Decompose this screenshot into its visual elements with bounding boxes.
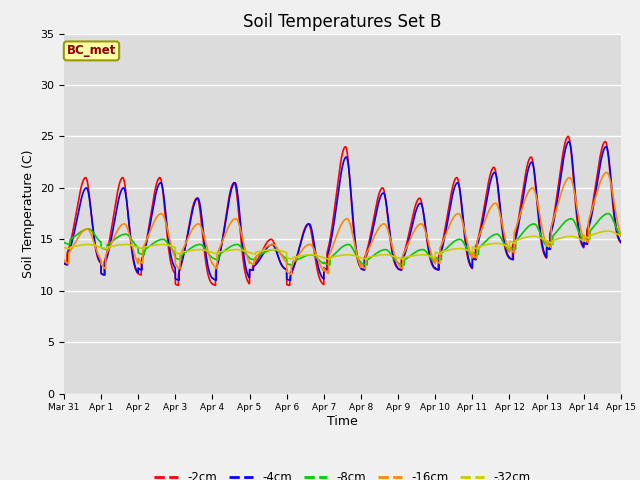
Text: BC_met: BC_met <box>67 44 116 58</box>
Y-axis label: Soil Temperature (C): Soil Temperature (C) <box>22 149 35 278</box>
Legend: -2cm, -4cm, -8cm, -16cm, -32cm: -2cm, -4cm, -8cm, -16cm, -32cm <box>150 466 535 480</box>
X-axis label: Time: Time <box>327 415 358 428</box>
Title: Soil Temperatures Set B: Soil Temperatures Set B <box>243 12 442 31</box>
